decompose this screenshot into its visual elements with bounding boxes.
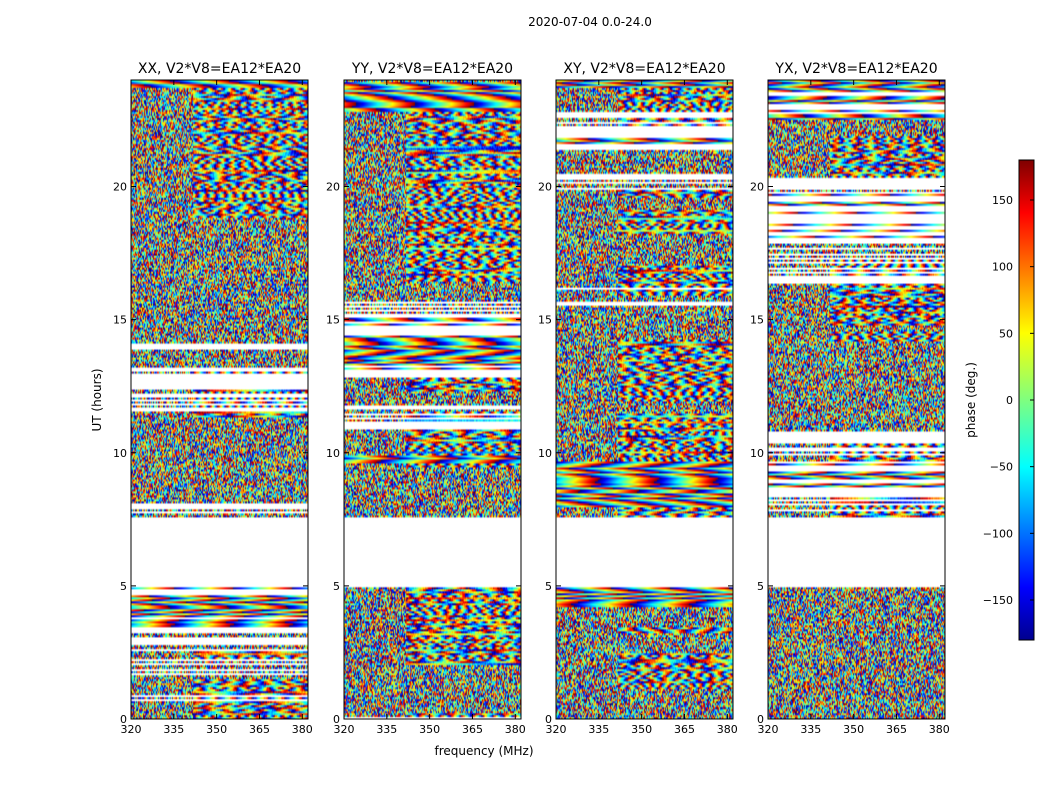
panel-title: YX, V2*V8=EA12*EA20 xyxy=(774,61,937,77)
y-tick-label: 5 xyxy=(757,580,764,593)
x-tick-label: 335 xyxy=(376,723,397,736)
x-tick-label: 380 xyxy=(929,723,950,736)
y-tick-label: 0 xyxy=(545,713,552,726)
panel-title: YY, V2*V8=EA12*EA20 xyxy=(351,61,513,77)
panel-title: XY, V2*V8=EA12*EA20 xyxy=(563,61,725,77)
panel-frame xyxy=(130,79,309,720)
y-tick-label: 5 xyxy=(545,580,552,593)
y-axis-label: UT (hours) xyxy=(90,368,104,431)
panel-title: XX, V2*V8=EA12*EA20 xyxy=(138,61,301,77)
y-tick-label: 20 xyxy=(750,181,764,194)
x-tick-label: 335 xyxy=(588,723,609,736)
x-tick-label: 350 xyxy=(419,723,440,736)
x-tick-label: 380 xyxy=(505,723,526,736)
panel-frame xyxy=(343,79,522,720)
y-tick-label: 20 xyxy=(113,181,127,194)
colorbar-label: phase (deg.) xyxy=(964,362,978,438)
panel-frame xyxy=(767,79,946,720)
x-tick-label: 320 xyxy=(758,723,779,736)
x-tick-label: 365 xyxy=(462,723,483,736)
panel-xx: XX, V2*V8=EA12*EA20 320 335 350 365 380 0 5 10 15… xyxy=(113,61,313,736)
y-tick-label: 20 xyxy=(326,181,340,194)
y-tick-label: 0 xyxy=(333,713,340,726)
y-tick-label: 15 xyxy=(113,314,127,327)
phase-heatmap-yy xyxy=(344,80,521,719)
colorbar-tick-label: −100 xyxy=(983,527,1013,540)
figure-suptitle: 2020-07-04 0.0-24.0 xyxy=(528,15,652,29)
x-tick-label: 350 xyxy=(843,723,864,736)
x-tick-label: 350 xyxy=(206,723,227,736)
colorbar-tick-label: 0 xyxy=(1006,394,1013,407)
x-axis-label: frequency (MHz) xyxy=(434,744,533,758)
colorbar-tick-label: −50 xyxy=(990,461,1013,474)
y-tick-label: 0 xyxy=(757,713,764,726)
panel-xy: XY, V2*V8=EA12*EA20 320 335 350 365 380 0 5 10 15… xyxy=(538,61,738,736)
phase-heatmap-yx xyxy=(768,80,945,719)
x-tick-label: 380 xyxy=(717,723,738,736)
y-tick-label: 10 xyxy=(538,447,552,460)
y-tick-label: 15 xyxy=(326,314,340,327)
y-tick-label: 0 xyxy=(120,713,127,726)
colorbar-tick-label: −150 xyxy=(983,594,1013,607)
y-tick-label: 15 xyxy=(750,314,764,327)
colorbar-tick-label: 100 xyxy=(992,261,1013,274)
panel-frame xyxy=(555,79,734,720)
x-tick-label: 335 xyxy=(800,723,821,736)
panel-yy: YY, V2*V8=EA12*EA20 320 335 350 365 380 0 5 10 15… xyxy=(326,61,526,736)
y-tick-label: 5 xyxy=(333,580,340,593)
phase-heatmap-xy xyxy=(556,80,733,719)
colorbar: 150 100 50 0 −50 −100 −150 phase (deg.) xyxy=(964,159,1035,641)
x-tick-label: 365 xyxy=(674,723,695,736)
y-tick-label: 10 xyxy=(113,447,127,460)
x-tick-label: 365 xyxy=(249,723,270,736)
panel-yx: YX, V2*V8=EA12*EA20 320 335 350 365 380 0 5 10 15… xyxy=(750,61,950,736)
x-tick-label: 320 xyxy=(334,723,355,736)
y-tick-label: 5 xyxy=(120,580,127,593)
y-tick-label: 10 xyxy=(750,447,764,460)
colorbar-tick-label: 150 xyxy=(992,194,1013,207)
x-tick-label: 380 xyxy=(292,723,313,736)
phase-heatmap-xx xyxy=(131,80,308,719)
y-tick-label: 15 xyxy=(538,314,552,327)
x-tick-label: 335 xyxy=(163,723,184,736)
y-tick-label: 20 xyxy=(538,181,552,194)
x-tick-label: 320 xyxy=(121,723,142,736)
panels-group: XX, V2*V8=EA12*EA20 320 335 350 365 380 0 5 10 15… xyxy=(113,61,950,736)
colorbar-ticks: 150 100 50 0 −50 −100 −150 xyxy=(983,194,1034,607)
x-tick-label: 350 xyxy=(631,723,652,736)
colorbar-tick-label: 50 xyxy=(999,327,1013,340)
x-tick-label: 365 xyxy=(886,723,907,736)
y-tick-label: 10 xyxy=(326,447,340,460)
x-tick-label: 320 xyxy=(546,723,567,736)
